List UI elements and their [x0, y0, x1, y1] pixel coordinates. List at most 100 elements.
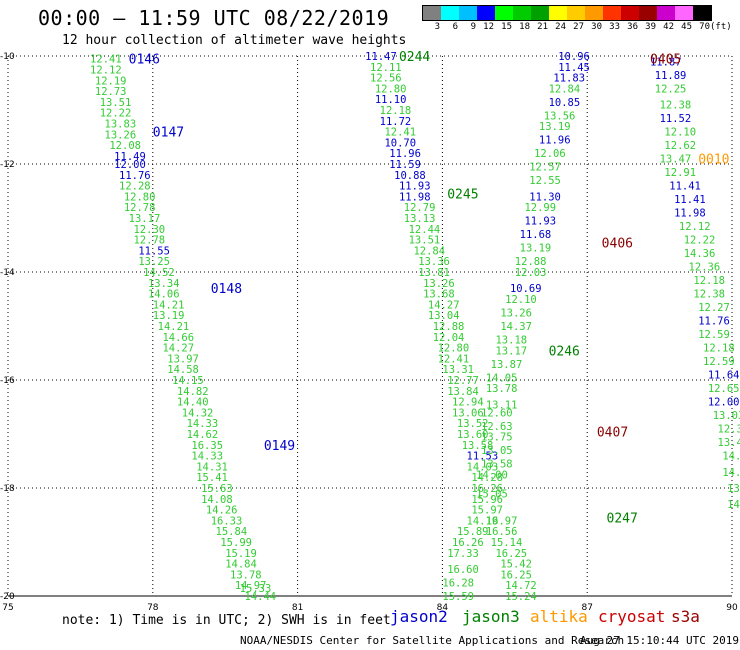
- wave-height-label: 11.76: [698, 316, 730, 328]
- chart-points: 12.4112.1212.1912.7313.5112.2213.8313.26…: [90, 51, 740, 603]
- wave-height-label: 12.94: [452, 397, 484, 409]
- wave-height-label: 14.44: [245, 591, 277, 603]
- wave-height-label: 11.55: [138, 245, 170, 257]
- wave-height-label: 12.38: [693, 289, 725, 301]
- wave-height-label: 17.33: [447, 548, 479, 560]
- wave-height-label: 13.34: [148, 278, 180, 290]
- legend-entry-jason3: jason3: [462, 607, 520, 626]
- pass-number-label: 0148: [211, 282, 242, 297]
- wave-height-label: 12.41: [90, 54, 122, 66]
- wave-height-label: 13.11: [486, 399, 518, 411]
- footer-note: note: 1) Time is in UTC; 2) SWH is in fe…: [62, 613, 391, 628]
- color-swatch: [477, 6, 495, 20]
- wave-height-label: 13.06: [452, 407, 484, 419]
- x-tick-label: 78: [147, 603, 159, 613]
- wave-height-label: 10.88: [394, 170, 426, 182]
- wave-height-label: 12.80: [438, 343, 470, 355]
- wave-height-label: 12.44: [409, 224, 441, 236]
- wave-height-label: 12.88: [515, 256, 547, 268]
- color-scale-labels: 3 6 9 12 15 18 21 24 27 30 33 36 39 42 45 70 (ft): [422, 22, 732, 32]
- wave-height-label: 13.97: [167, 353, 199, 365]
- pass-number-label: 0406: [602, 236, 633, 251]
- legend-entry-jason2: jason2: [390, 607, 448, 626]
- legend-entry-s3a: s3a: [671, 607, 700, 626]
- wave-height-label: 14.66: [162, 332, 194, 344]
- wave-height-label: 12.27: [698, 302, 730, 314]
- y-tick-label: -20: [0, 592, 15, 602]
- color-scale-tick: (ft): [710, 22, 732, 32]
- wave-height-label: 13.25: [138, 256, 170, 268]
- color-scale-tick: 6: [452, 22, 458, 32]
- wave-height-label: 15.63: [201, 483, 233, 495]
- wave-height-label: 14.0: [722, 467, 740, 479]
- wave-height-label: 11.72: [380, 116, 412, 128]
- wave-height-label: 12.11: [370, 62, 402, 74]
- wave-height-label: 13.84: [447, 386, 479, 398]
- wave-height-label: 14.15: [172, 375, 204, 387]
- wave-height-label: 13.31: [442, 364, 474, 376]
- wave-height-label: 13.18: [495, 335, 527, 347]
- color-swatch: [423, 6, 441, 20]
- pass-number-label: 0010: [698, 153, 729, 168]
- wave-height-label: 16.35: [191, 440, 223, 452]
- y-tick-label: -18: [0, 484, 15, 494]
- wave-height-label: 12.55: [529, 175, 561, 187]
- wave-height-label: 14.00: [476, 470, 508, 482]
- wave-height-label: 12.10: [664, 127, 696, 139]
- y-tick-label: -10: [0, 52, 15, 62]
- wave-height-label: 15.96: [471, 494, 503, 506]
- color-swatch: [657, 6, 675, 20]
- wave-height-label: 13.13: [404, 213, 436, 225]
- wave-height-label: 14.03: [467, 461, 499, 473]
- wave-height-label: 12.30: [133, 224, 165, 236]
- wave-height-label: 12.34: [718, 424, 740, 436]
- chart-pass-labels: 0146 0147 0148 0149 0244 0245 0246 0247 0405 0406…: [129, 50, 730, 527]
- wave-height-label: 11.52: [660, 113, 692, 125]
- wave-height-label: 12.08: [109, 140, 141, 152]
- pass-number-label: 0147: [153, 126, 184, 141]
- wave-height-label: 10.85: [549, 97, 581, 109]
- pass-number-label: 0149: [264, 439, 295, 454]
- wave-height-label: 13.17: [129, 213, 161, 225]
- x-tick-label: 87: [581, 603, 592, 613]
- wave-height-label: 12.41: [438, 353, 470, 365]
- pass-number-label: 0246: [549, 344, 580, 359]
- x-tick-label: 81: [292, 603, 303, 613]
- wave-height-label: 12.00: [114, 159, 146, 171]
- wave-height-label: 14.52: [143, 267, 175, 279]
- wave-height-label: 11.41: [674, 194, 706, 206]
- wave-height-label: 14.06: [148, 289, 180, 301]
- wave-height-label: 12.65: [708, 383, 740, 395]
- wave-height-label: 15.84: [216, 526, 248, 538]
- wave-height-label: 13.58: [462, 440, 494, 452]
- wave-height-label: 13.4: [727, 483, 740, 495]
- wave-height-label: 14.33: [191, 451, 223, 463]
- wave-height-label: 16.26: [471, 483, 503, 495]
- wave-height-label: 14.28: [471, 472, 503, 484]
- wave-height-label: 13.52: [457, 418, 489, 430]
- wave-height-label: 12.25: [655, 83, 687, 95]
- pass-number-label: 0146: [129, 53, 160, 68]
- wave-height-label: 14.27: [428, 299, 460, 311]
- color-scale-tick: 33: [609, 22, 620, 32]
- wave-height-label: 12.36: [689, 262, 721, 274]
- color-swatch: [693, 6, 711, 20]
- wave-height-label: 10.96: [558, 51, 590, 63]
- wave-height-label: 11.49: [114, 151, 146, 163]
- wave-height-label: 12.99: [524, 202, 556, 214]
- wave-height-label: 13.56: [544, 110, 576, 122]
- wave-height-label: 12.73: [95, 86, 127, 98]
- wave-height-label: 13.58: [481, 459, 513, 471]
- wave-height-label: 14.82: [177, 386, 209, 398]
- wave-height-label: 15.33: [240, 583, 272, 595]
- wave-height-label: 12.84: [549, 83, 581, 95]
- wave-height-label: 14.21: [158, 321, 190, 333]
- wave-height-label: 11.98: [674, 208, 706, 220]
- wave-height-label: 12.79: [404, 202, 436, 214]
- color-swatch: [585, 6, 603, 20]
- wave-height-label: 14.97: [235, 580, 267, 592]
- wave-height-label: 11.93: [399, 181, 431, 193]
- y-tick-label: -12: [0, 160, 15, 170]
- wave-height-label: 11.96: [389, 148, 421, 160]
